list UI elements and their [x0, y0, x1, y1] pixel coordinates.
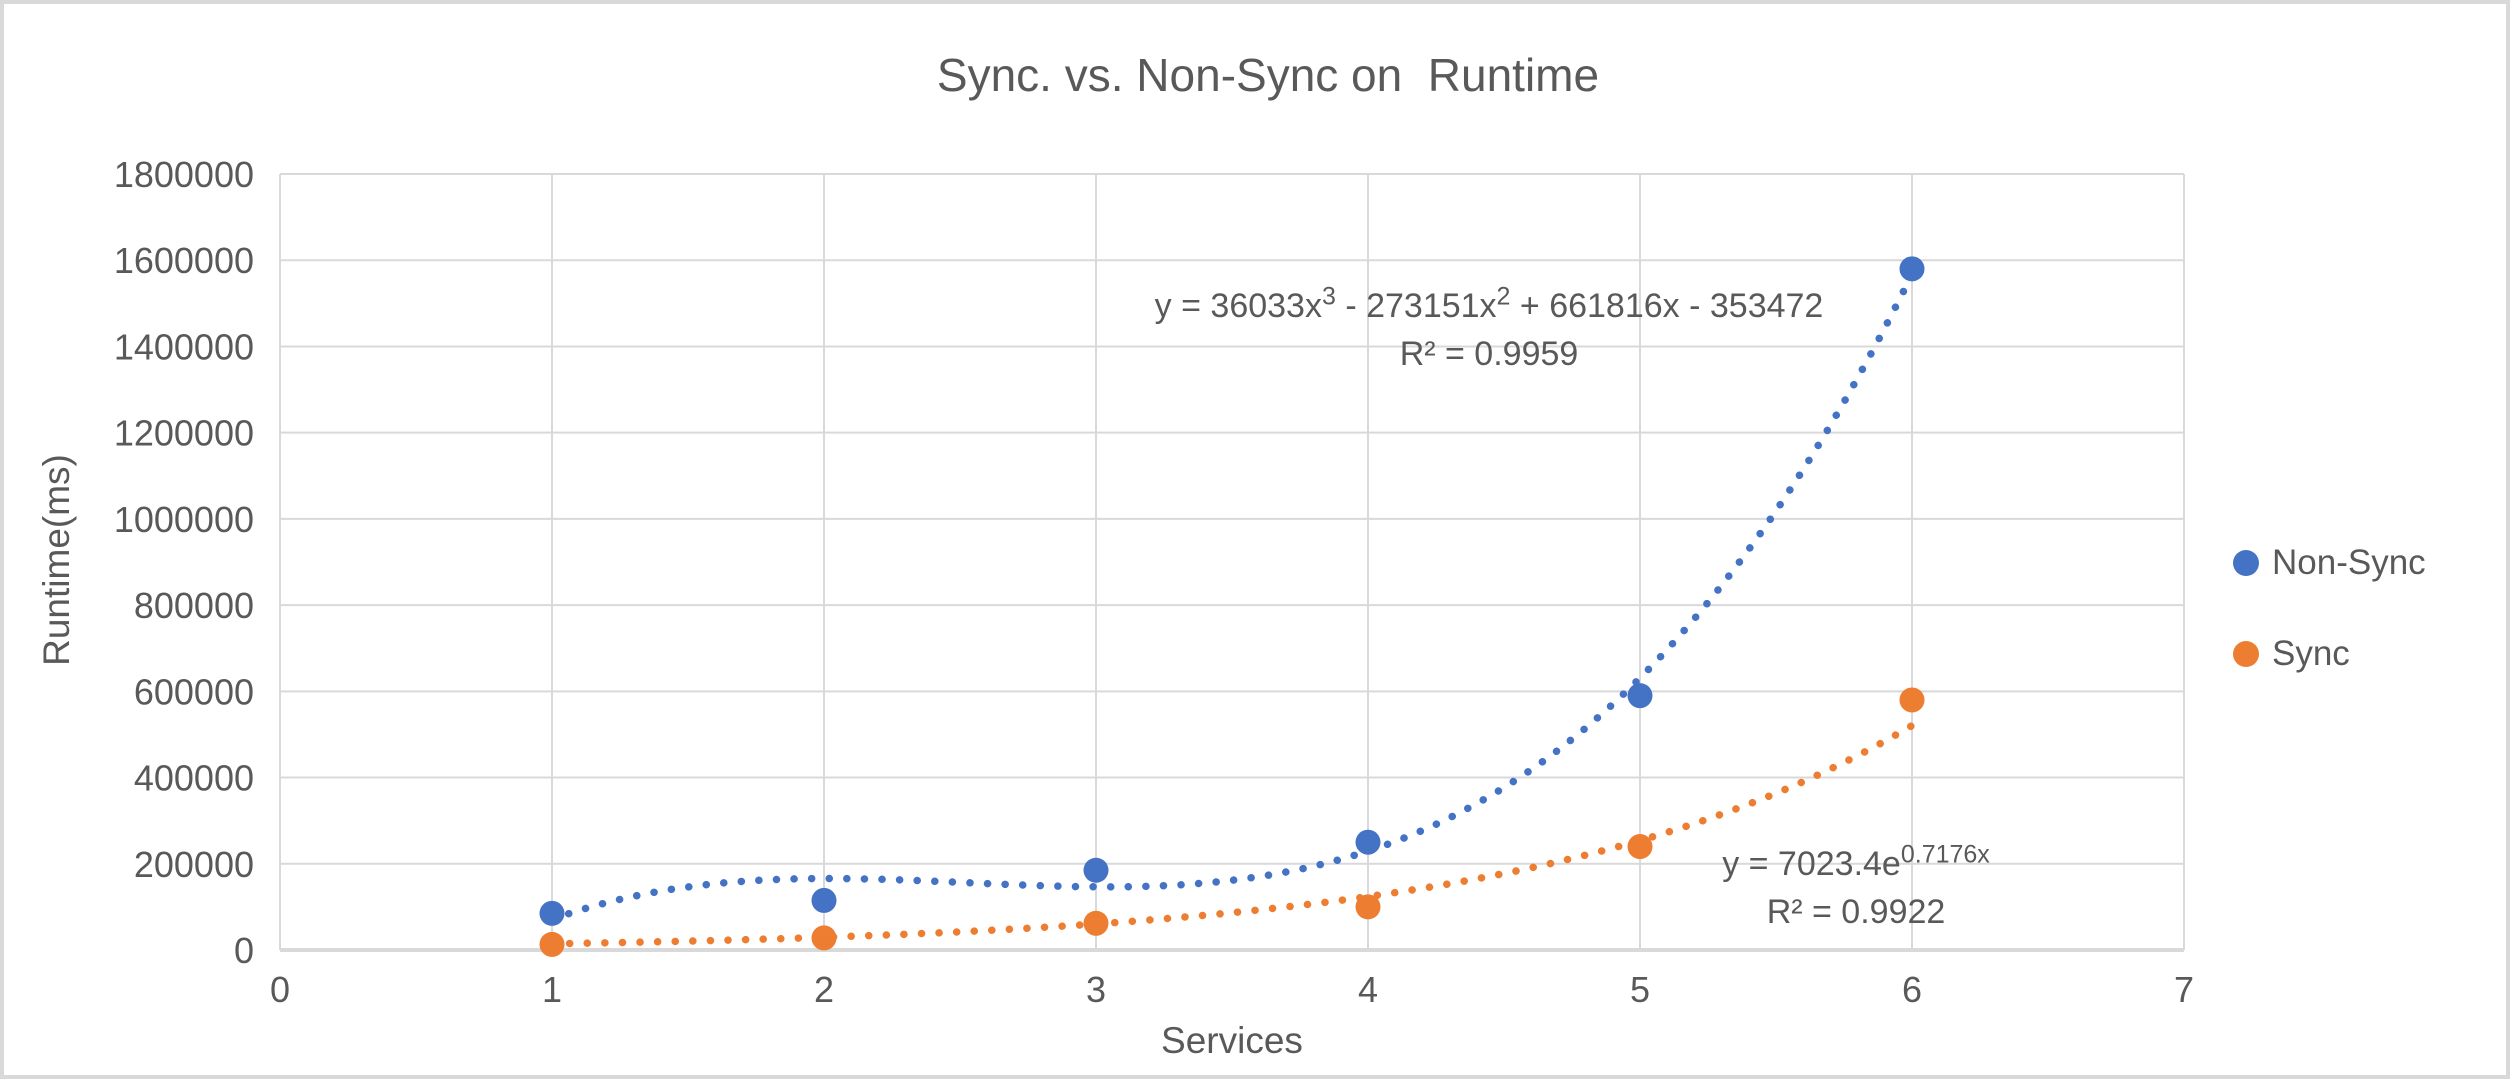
data-point-non-sync [1083, 857, 1109, 883]
legend-label: Sync [2272, 634, 2350, 673]
plot-area: 0 200000 400000 600000 800000 1000000 1200000 1… [114, 154, 2194, 1010]
y-tick-label: 1400000 [114, 326, 254, 367]
legend-dot-icon [2233, 550, 2259, 576]
data-point-non-sync [811, 887, 837, 913]
data-point-sync [1627, 834, 1653, 860]
legend-label: Non-Sync [2272, 543, 2426, 582]
y-tick-label: 800000 [134, 585, 254, 626]
trendline-path [548, 721, 1916, 948]
data-point-sync [1899, 687, 1925, 713]
data-point-non-sync [1355, 829, 1381, 855]
legend-item-non-sync: Non-Sync [2233, 542, 2426, 584]
data-point-sync [1355, 894, 1381, 920]
y-tick-label: 1600000 [114, 240, 254, 281]
legend-dot-icon [2233, 641, 2259, 667]
data-point-non-sync [1627, 683, 1653, 709]
y-axis-title: Runtime(ms) [36, 454, 77, 666]
x-tick-label: 3 [1086, 969, 1106, 1010]
y-tick-label: 1800000 [114, 154, 254, 195]
x-tick-label: 1 [542, 969, 562, 1010]
y-tick-label: 1000000 [114, 499, 254, 540]
x-tick-label: 0 [270, 969, 290, 1010]
y-tick-label: 0 [234, 930, 254, 971]
data-point-sync [811, 925, 837, 951]
x-tick-label: 2 [814, 969, 834, 1010]
x-tick-label: 6 [1902, 969, 1922, 1010]
trendline-r-squared: R² = 0.9959 [1399, 335, 1579, 373]
data-point-non-sync [1899, 256, 1925, 282]
trendline-equation-text: y = 7023.4e0.7176x [1722, 840, 1990, 883]
legend: Non-Sync Sync [2233, 542, 2426, 724]
chart-title: Sync. vs. Non-Sync on Runtime [936, 49, 1600, 101]
legend-item-sync: Sync [2233, 633, 2426, 675]
data-point-non-sync [539, 900, 565, 926]
x-tick-label: 5 [1630, 969, 1650, 1010]
x-axis-title: Services [1161, 1020, 1303, 1061]
y-tick-label: 1200000 [114, 413, 254, 454]
trendline-path [548, 270, 1916, 924]
data-point-sync [539, 931, 565, 957]
trendline-r-squared: R² = 0.9922 [1766, 893, 1946, 931]
data-point-sync [1083, 910, 1109, 936]
trendline-equation-sync: y = 7023.4e0.7176x R² = 0.9922 [1722, 840, 1990, 936]
trendline-equation-non-sync: y = 36033x3 - 273151x2 + 661816x - 35347… [1155, 282, 1824, 378]
y-tick-label: 200000 [134, 844, 254, 885]
x-tick-label: 7 [2174, 969, 2194, 1010]
x-tick-label: 4 [1358, 969, 1378, 1010]
y-tick-label: 600000 [134, 671, 254, 712]
y-tick-label: 400000 [134, 758, 254, 799]
trendline-equation-text: y = 36033x3 - 273151x2 + 661816x - 35347… [1154, 282, 1824, 325]
